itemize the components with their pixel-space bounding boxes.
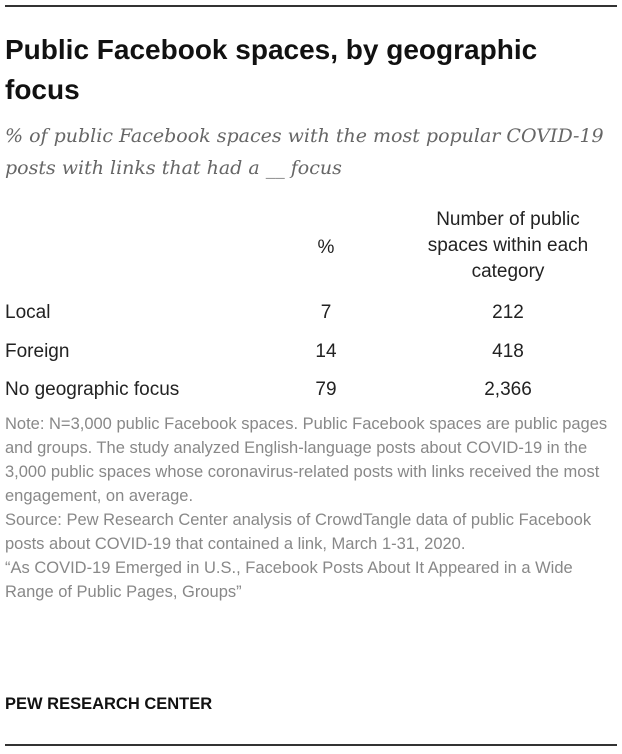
table-row-foreign: Foreign 14 418 xyxy=(5,338,617,366)
row-percent: 14 xyxy=(315,341,337,362)
column-header-count: Number of public spaces within each cate… xyxy=(398,207,618,285)
table-row-no-geographic-focus: No geographic focus 79 2,366 xyxy=(5,376,617,404)
bottom-rule xyxy=(5,744,617,746)
source-text: Source: Pew Research Center analysis of … xyxy=(5,511,592,553)
column-header-count-line3: category xyxy=(471,261,545,282)
column-header-count-line1: Number of public xyxy=(436,209,580,230)
brand-logo-text: PEW RESEARCH CENTER xyxy=(5,695,213,713)
column-header-count-line2: spaces within each xyxy=(427,235,589,256)
page-title: Public Facebook spaces, by geographic fo… xyxy=(5,34,538,105)
table-row-local: Local 7 212 xyxy=(5,299,617,327)
row-percent: 7 xyxy=(320,302,332,323)
report-title: “As COVID-19 Emerged in U.S., Facebook P… xyxy=(5,559,573,601)
row-count: 2,366 xyxy=(484,379,532,400)
row-label: Local xyxy=(5,302,51,323)
row-count: 418 xyxy=(492,341,524,362)
footnotes: Note: N=3,000 public Facebook spaces. Pu… xyxy=(5,412,617,604)
row-percent: 79 xyxy=(315,379,337,400)
row-label: Foreign xyxy=(5,341,70,362)
note-text: Note: N=3,000 public Facebook spaces. Pu… xyxy=(5,415,608,505)
row-label: No geographic focus xyxy=(5,379,180,400)
row-count: 212 xyxy=(492,302,524,323)
column-header-percent: % xyxy=(317,237,335,258)
page-subtitle: % of public Facebook spaces with the mos… xyxy=(5,125,604,179)
top-rule xyxy=(5,5,617,7)
